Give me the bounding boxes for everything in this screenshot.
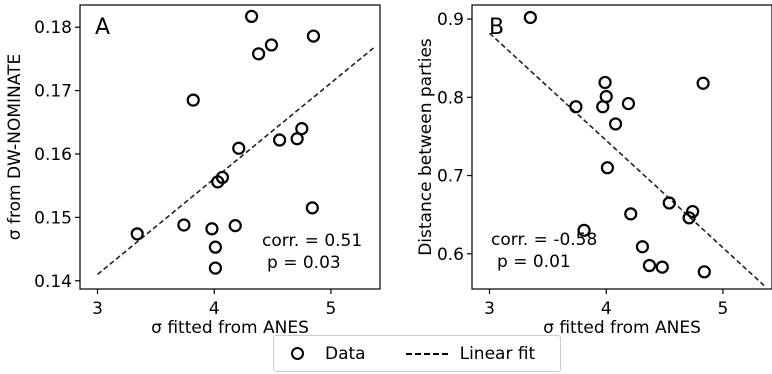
y-tick-label: 0.18: [34, 18, 72, 38]
data-point: [686, 204, 700, 219]
x-tick-label: 5: [718, 299, 729, 319]
data-point: [295, 122, 309, 136]
data-point: [208, 261, 223, 275]
data-point: [215, 170, 230, 185]
y-tick-label: 0.9: [437, 10, 464, 30]
y-axis-label: σ from DW-NOMINATE: [5, 54, 25, 240]
y-tick-label: 0.7: [437, 167, 464, 187]
y-axis-label: Distance between parties: [416, 38, 436, 256]
corr-annotation: corr. = 0.51: [262, 231, 362, 251]
x-axis-label: σ fitted from ANES: [151, 318, 309, 338]
data-point: [696, 76, 710, 90]
data-point: [244, 9, 259, 24]
x-tick-label: 4: [209, 299, 220, 319]
data-point: [642, 258, 657, 273]
data-point: [697, 265, 711, 279]
data-point: [186, 93, 200, 107]
y-tick-label: 0.14: [34, 272, 72, 292]
y-tick-label: 0.15: [34, 208, 72, 228]
corr-annotation: corr. = -0.58: [491, 230, 597, 250]
data-point: [264, 38, 279, 52]
x-axis-label: σ fitted from ANES: [543, 318, 701, 338]
data-point: [608, 117, 623, 131]
data-point: [662, 196, 676, 210]
data-point: [305, 201, 319, 215]
panel-b: 3 4 5 0.6 0.7 0.8 0.9 σ fitted from ANES Distanc…: [416, 4, 772, 338]
panel-letter: A: [95, 15, 110, 40]
data-point: [251, 47, 266, 61]
panel-letter: B: [489, 15, 504, 40]
linear-fit-line: [97, 46, 375, 276]
y-tick-label: 0.17: [34, 82, 72, 102]
y-tick-label: 0.6: [437, 245, 464, 265]
data-point: [569, 100, 583, 114]
x-tick-label: 5: [326, 299, 337, 319]
data-point: [205, 222, 219, 236]
data-point: [655, 260, 669, 274]
data-point: [232, 141, 246, 155]
data-point: [635, 240, 650, 254]
y-tick-label: 0.8: [437, 88, 464, 108]
data-point: [577, 223, 591, 237]
data-point: [523, 10, 537, 25]
x-tick-label: 4: [601, 299, 612, 319]
p-value-annotation: p = 0.03: [267, 253, 341, 273]
x-tick-label: 3: [484, 299, 495, 319]
legend-fit-label: Linear fit: [459, 343, 536, 364]
plot-frame: [471, 4, 772, 290]
legend-fit-line: [405, 352, 448, 355]
p-value-annotation: p = 0.01: [497, 252, 571, 272]
data-point: [624, 207, 638, 221]
y-tick-label: 0.16: [34, 145, 72, 165]
legend-data-label: Data: [325, 343, 366, 364]
plot-frame: [79, 4, 381, 290]
data-point: [130, 227, 144, 241]
data-point: [306, 29, 321, 43]
legend-data-marker: [291, 347, 304, 360]
legend: Data Linear fit: [273, 335, 561, 372]
data-point: [600, 161, 615, 175]
data-point: [177, 218, 191, 232]
x-tick-label: 3: [92, 299, 103, 319]
panel-a: 3 4 5 0.14 0.15 0.16 0.17 0.18 σ fitted from ANE…: [5, 4, 381, 338]
data-point: [208, 240, 223, 254]
data-point: [598, 75, 612, 90]
data-point: [599, 89, 613, 104]
data-point: [228, 219, 242, 233]
data-point: [621, 96, 636, 111]
linear-fit-line: [488, 32, 767, 289]
data-point: [273, 133, 287, 147]
